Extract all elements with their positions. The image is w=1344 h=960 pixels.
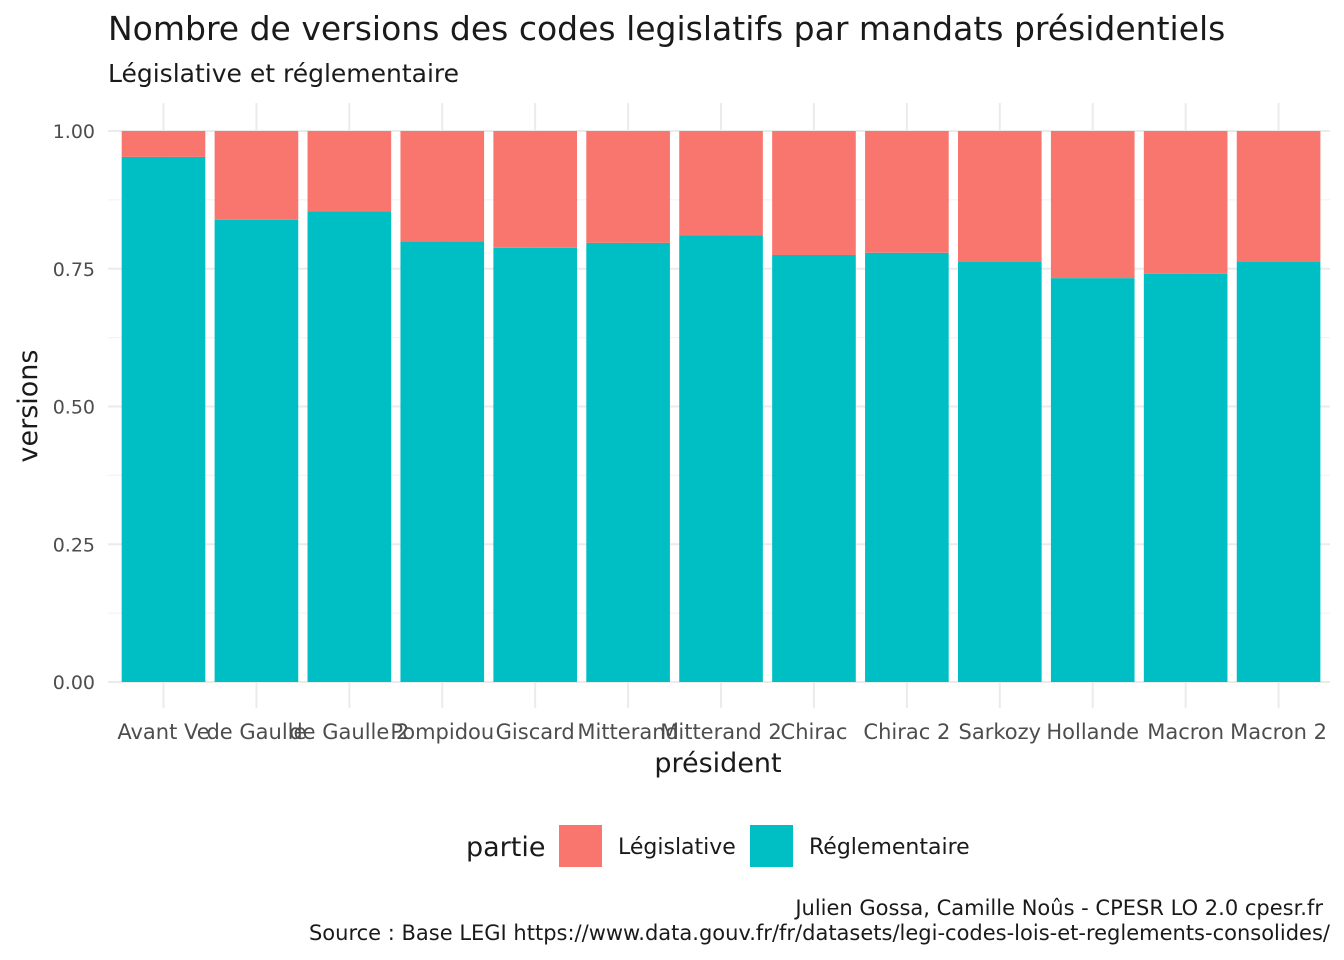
bar-segment [307,211,392,683]
bar-segment [400,241,485,682]
bar-segment [121,131,206,157]
legend-title: partie [466,832,545,863]
bar-segment [1236,261,1321,682]
bar-segment [214,219,299,682]
x-tick-label: Giscard [496,720,575,744]
chart-title: Nombre de versions des codes legislatifs… [108,9,1225,48]
x-tick-label: Mitterand [577,720,678,744]
bar-segment [772,131,856,255]
bar-segment [1143,273,1228,682]
x-tick-label: Chirac 2 [863,720,950,744]
y-axis-title: versions [13,350,44,463]
x-tick-label: Avant Ve [117,720,209,744]
legend-key-legislative [559,825,602,867]
x-tick-label: de Gaulle [206,720,306,744]
bar-segment [214,131,299,220]
y-tick-label: 0.00 [53,672,95,694]
x-axis-title: président [654,748,781,779]
x-tick-label: Mitterand 2 [660,720,782,744]
chart-subtitle: Législative et réglementaire [108,59,459,88]
bar-segment [865,131,949,253]
x-tick-label: Chirac [781,720,848,744]
x-tick-label: de Gaulle 2 [289,720,409,744]
y-tick-label: 0.50 [53,397,95,419]
caption-credits: Julien Gossa, Camille Noûs - CPESR LO 2.… [793,896,1323,920]
x-tick-label: Sarkozy [959,720,1042,744]
x-tick-label: Macron 2 [1230,720,1327,744]
bars [121,131,1321,683]
bar-segment [1050,278,1135,682]
legend: partie Législative Réglementaire [466,825,970,867]
bar-segment [957,131,1042,262]
bar-segment [1143,131,1228,274]
bar-segment [679,235,763,683]
legend-label-reglementaire: Réglementaire [809,835,970,860]
bar-segment [772,254,856,682]
bar-segment [493,247,578,682]
x-tick-label: Pompidou [390,720,494,744]
y-axis-ticks: 0.00 0.25 0.50 0.75 1.00 [53,121,95,694]
bar-segment [493,131,578,248]
x-tick-label: Hollande [1046,720,1139,744]
bar-segment [865,252,949,682]
bar-segment [679,131,763,236]
legend-key-reglementaire [750,825,793,867]
bar-segment [400,131,485,242]
caption-source: Source : Base LEGI https://www.data.gouv… [309,921,1331,945]
bar-segment [307,131,392,212]
bar-segment [121,156,206,683]
bar-segment [586,242,670,682]
bar-segment [1050,131,1135,279]
y-tick-label: 1.00 [53,121,95,143]
y-tick-label: 0.75 [53,259,95,281]
bar-segment [586,131,670,243]
bar-segment [957,261,1042,682]
legend-label-legislative: Législative [618,835,736,860]
y-tick-label: 0.25 [53,534,95,556]
bar-segment [1236,131,1321,262]
x-tick-label: Macron [1147,720,1224,744]
